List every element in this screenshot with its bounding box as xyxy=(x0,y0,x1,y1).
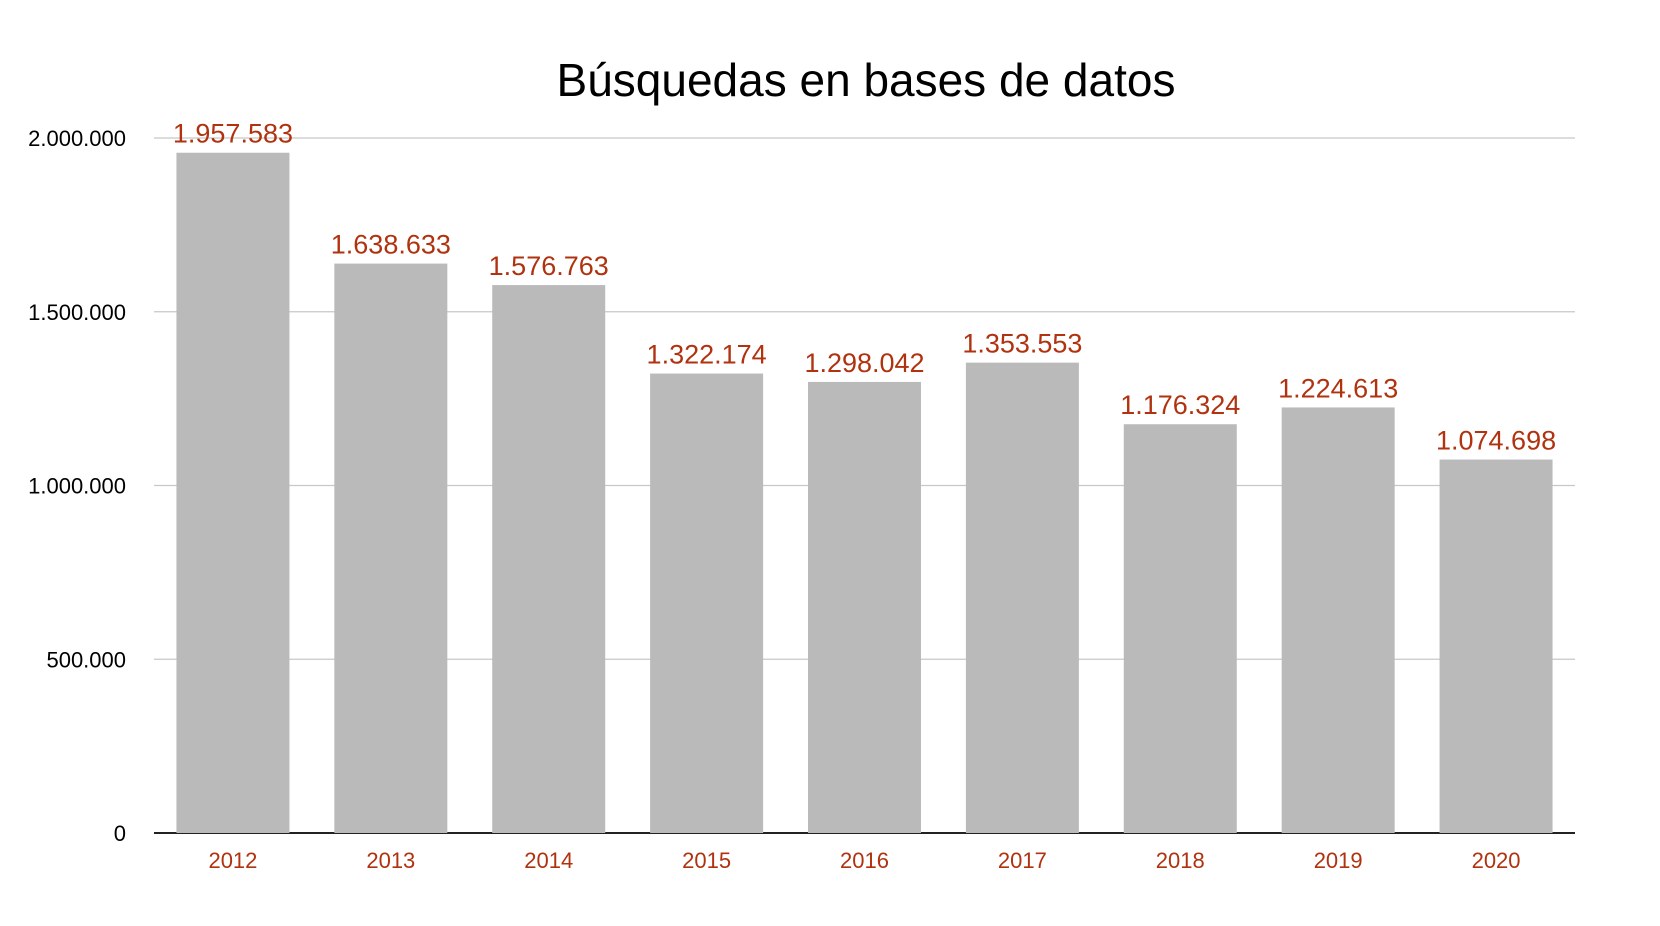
x-tick-label: 2020 xyxy=(1472,848,1521,873)
bar-2019 xyxy=(1281,407,1395,833)
bar-2016 xyxy=(808,381,921,833)
x-tick-label: 2017 xyxy=(998,848,1047,873)
data-label: 1.353.553 xyxy=(962,329,1082,359)
bar-2014 xyxy=(492,285,606,834)
chart-title: Búsquedas en bases de datos xyxy=(557,54,1176,106)
x-tick-label: 2016 xyxy=(840,848,889,873)
y-tick-label: 2.000.000 xyxy=(28,126,126,151)
data-label: 1.224.613 xyxy=(1278,373,1398,403)
data-label: 1.322.174 xyxy=(647,340,767,370)
bar-2012 xyxy=(176,152,290,833)
data-label: 1.176.324 xyxy=(1120,390,1240,420)
data-label: 1.074.698 xyxy=(1436,426,1556,456)
x-tick-label: 2013 xyxy=(366,848,415,873)
data-label: 1.576.763 xyxy=(489,251,609,281)
bar-2020 xyxy=(1439,459,1553,833)
y-tick-label: 0 xyxy=(114,821,126,846)
y-tick-label: 1.000.000 xyxy=(28,474,126,499)
y-tick-label: 500.000 xyxy=(46,647,126,672)
data-label: 1.957.583 xyxy=(173,119,293,149)
bar-2017 xyxy=(965,362,1079,833)
bar-2018 xyxy=(1123,424,1237,833)
x-tick-label: 2018 xyxy=(1156,848,1205,873)
bar-2015 xyxy=(650,373,764,833)
bar-2013 xyxy=(334,263,448,833)
x-tick-label: 2019 xyxy=(1314,848,1363,873)
data-label: 1.298.042 xyxy=(804,348,924,378)
x-tick-label: 2015 xyxy=(682,848,731,873)
data-label: 1.638.633 xyxy=(331,230,451,260)
x-tick-label: 2014 xyxy=(524,848,573,873)
x-tick-label: 2012 xyxy=(208,848,257,873)
y-tick-label: 1.500.000 xyxy=(28,300,126,325)
